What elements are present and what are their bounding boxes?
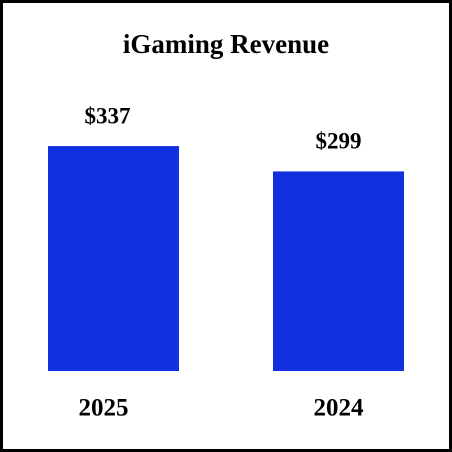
x-tick-label: 2024 — [314, 395, 365, 422]
bar — [273, 171, 404, 371]
bar — [48, 146, 179, 371]
value-label: $337 — [85, 103, 131, 128]
value-label: $299 — [316, 129, 362, 154]
x-tick-label: 2025 — [79, 395, 129, 422]
chart-title: iGaming Revenue — [123, 29, 329, 59]
